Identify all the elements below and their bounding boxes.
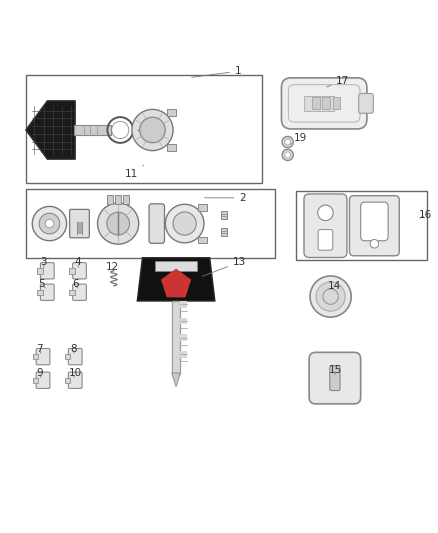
FancyBboxPatch shape	[282, 78, 367, 129]
FancyBboxPatch shape	[40, 263, 54, 279]
Bar	[65, 377, 71, 383]
Text: 8: 8	[71, 344, 77, 354]
Bar	[180, 301, 187, 308]
Circle shape	[32, 206, 67, 241]
Bar	[26, 189, 275, 258]
FancyBboxPatch shape	[318, 230, 333, 250]
Bar	[33, 377, 38, 383]
FancyBboxPatch shape	[73, 284, 86, 301]
Circle shape	[45, 219, 54, 228]
Bar	[167, 144, 177, 151]
Circle shape	[285, 152, 291, 158]
Circle shape	[282, 136, 293, 148]
FancyBboxPatch shape	[304, 194, 347, 257]
Text: 1: 1	[192, 66, 242, 77]
Polygon shape	[172, 373, 180, 386]
Circle shape	[140, 117, 165, 143]
Bar	[172, 301, 180, 374]
Bar	[107, 195, 113, 204]
FancyBboxPatch shape	[70, 209, 89, 238]
Text: 9: 9	[36, 368, 43, 378]
Bar	[180, 318, 187, 325]
Text: 4: 4	[75, 257, 81, 268]
Bar	[180, 334, 187, 341]
Circle shape	[282, 149, 293, 160]
Bar	[333, 98, 340, 109]
Bar	[322, 98, 330, 109]
Text: 2: 2	[205, 193, 246, 203]
FancyBboxPatch shape	[36, 372, 50, 389]
Text: 11: 11	[124, 165, 144, 179]
Text: 19: 19	[290, 133, 307, 144]
Bar	[198, 237, 207, 244]
Bar	[26, 76, 262, 183]
Circle shape	[316, 282, 345, 311]
Bar	[304, 95, 335, 111]
Text: 3: 3	[41, 257, 47, 268]
Bar	[221, 211, 227, 219]
FancyBboxPatch shape	[309, 352, 360, 404]
Bar	[69, 268, 75, 273]
FancyBboxPatch shape	[149, 204, 165, 244]
FancyBboxPatch shape	[68, 372, 82, 389]
Text: 13: 13	[202, 257, 246, 276]
FancyBboxPatch shape	[359, 93, 373, 113]
Polygon shape	[138, 258, 215, 301]
Bar	[312, 98, 320, 109]
Polygon shape	[26, 101, 75, 159]
Text: 5: 5	[39, 279, 45, 289]
Circle shape	[107, 212, 130, 235]
Circle shape	[166, 204, 204, 243]
Circle shape	[98, 203, 139, 244]
FancyBboxPatch shape	[350, 196, 399, 256]
Bar	[137, 122, 147, 138]
Circle shape	[39, 213, 60, 234]
Circle shape	[318, 205, 333, 221]
Text: 7: 7	[36, 344, 43, 354]
Text: 17: 17	[327, 76, 349, 87]
Bar	[69, 289, 75, 295]
Bar	[123, 195, 129, 204]
Circle shape	[132, 109, 173, 151]
FancyBboxPatch shape	[360, 202, 388, 241]
Bar	[180, 351, 187, 358]
FancyBboxPatch shape	[40, 284, 54, 301]
Bar	[78, 222, 81, 235]
FancyBboxPatch shape	[73, 263, 86, 279]
FancyBboxPatch shape	[36, 349, 50, 365]
Bar	[74, 125, 111, 135]
Bar	[37, 268, 42, 273]
Polygon shape	[162, 270, 191, 297]
Text: 10: 10	[69, 368, 82, 378]
Bar	[37, 289, 42, 295]
Bar	[115, 195, 121, 204]
Bar	[221, 228, 227, 236]
Circle shape	[370, 239, 379, 248]
Text: 14: 14	[328, 281, 342, 291]
Circle shape	[173, 212, 196, 235]
Bar	[198, 204, 207, 211]
Text: 12: 12	[106, 262, 119, 271]
Bar	[296, 191, 427, 260]
Bar	[155, 261, 197, 271]
Text: 15: 15	[329, 366, 343, 375]
Bar	[167, 109, 177, 116]
Bar	[65, 354, 71, 359]
FancyBboxPatch shape	[330, 366, 340, 391]
Circle shape	[310, 276, 351, 317]
Bar	[33, 354, 38, 359]
Text: 16: 16	[419, 210, 432, 220]
Text: 6: 6	[72, 279, 78, 289]
FancyBboxPatch shape	[68, 349, 82, 365]
Circle shape	[285, 139, 291, 145]
